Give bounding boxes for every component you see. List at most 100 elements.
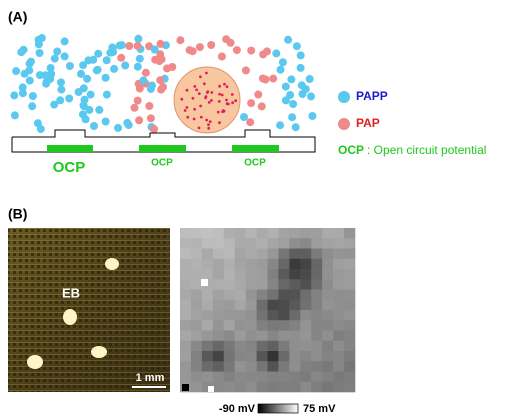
papp-molecule	[151, 46, 159, 54]
papp-molecule	[102, 74, 110, 82]
map-pixel	[333, 259, 344, 270]
particle	[63, 309, 77, 325]
map-pixel	[311, 279, 322, 290]
papp-molecule	[279, 58, 287, 66]
papp-molecule	[277, 66, 285, 74]
map-pixel	[257, 372, 268, 383]
map-pixel	[191, 228, 202, 239]
papp-molecule	[134, 63, 142, 71]
map-pixel	[322, 249, 333, 260]
map-pixel	[300, 259, 311, 270]
map-pixel	[289, 382, 300, 393]
map-pixel	[213, 320, 224, 331]
pap-molecule	[246, 118, 254, 126]
pap-molecule	[198, 92, 201, 95]
map-pixel	[311, 290, 322, 301]
papp-molecule	[297, 64, 305, 72]
map-pixel	[268, 259, 279, 270]
map-pixel	[333, 228, 344, 239]
map-pixel	[235, 279, 246, 290]
map-pixel	[191, 341, 202, 352]
map-pixel	[344, 310, 355, 321]
map-pixel	[235, 351, 246, 362]
map-pixel	[246, 382, 257, 393]
map-pixel	[311, 238, 322, 249]
map-pixel	[246, 249, 257, 260]
pap-molecule	[205, 119, 208, 122]
map-pixel	[322, 372, 333, 383]
map-pixel	[344, 341, 355, 352]
pap-molecule	[208, 101, 211, 104]
map-pixel	[202, 300, 213, 311]
pap-molecule	[218, 53, 226, 61]
map-pixel	[202, 351, 213, 362]
map-pixel	[344, 269, 355, 280]
map-pixel	[322, 228, 333, 239]
pap-molecule	[234, 99, 237, 102]
map-pixel	[333, 310, 344, 321]
pap-molecule	[135, 116, 143, 124]
map-pixel	[180, 341, 191, 352]
map-pixel	[322, 238, 333, 249]
map-pixel	[278, 331, 289, 342]
map-pixel	[311, 361, 322, 372]
map-pixel	[278, 341, 289, 352]
map-pixel	[213, 372, 224, 383]
papp-molecule	[103, 91, 111, 99]
papp-molecule	[298, 81, 306, 89]
pap-molecule	[199, 105, 202, 108]
map-pixel	[213, 361, 224, 372]
papp-molecule	[28, 102, 36, 110]
map-pixel	[268, 331, 279, 342]
pap-molecule	[203, 82, 206, 85]
map-pixel	[278, 249, 289, 260]
colorbar-min: -90 mV	[219, 403, 256, 415]
map-pixel	[180, 372, 191, 383]
map-pixel	[278, 259, 289, 270]
map-pixel	[322, 320, 333, 331]
map-pixel	[311, 320, 322, 331]
map-pixel	[311, 249, 322, 260]
map-pixel	[322, 300, 333, 311]
pap-molecule	[200, 116, 203, 119]
map-pixel	[344, 331, 355, 342]
map-pixel	[246, 300, 257, 311]
map-pixel	[300, 249, 311, 260]
pap-molecule	[192, 97, 195, 100]
pap-molecule	[193, 118, 196, 121]
papp-molecule	[79, 110, 87, 118]
map-pixel	[180, 279, 191, 290]
map-pixel	[333, 300, 344, 311]
map-pixel	[202, 372, 213, 383]
map-pixel	[311, 259, 322, 270]
map-pixel	[235, 290, 246, 301]
marker-label: EB	[62, 285, 80, 300]
papp-molecule	[286, 91, 294, 99]
map-pixel	[246, 238, 257, 249]
papp-molecule	[276, 121, 284, 129]
map-pixel	[333, 331, 344, 342]
papp-molecule	[289, 100, 297, 108]
map-pixel	[289, 310, 300, 321]
map-pixel	[191, 279, 202, 290]
pap-molecule	[142, 69, 150, 77]
map-pixel	[333, 279, 344, 290]
map-pixel	[180, 320, 191, 331]
papp-molecule	[47, 64, 55, 72]
map-pixel	[333, 238, 344, 249]
map-pixel	[180, 249, 191, 260]
map-pixel	[311, 372, 322, 383]
map-pixel	[322, 382, 333, 393]
map-pixel	[235, 249, 246, 260]
map-pixel	[322, 269, 333, 280]
legend-label: OCP: Open circuit potential	[338, 143, 486, 157]
papp-molecule	[61, 37, 69, 45]
electrode	[47, 145, 93, 152]
particle	[91, 346, 107, 358]
papp-molecule	[116, 42, 124, 50]
pap-molecule	[134, 97, 142, 105]
map-pixel	[213, 279, 224, 290]
pap-molecule	[218, 93, 221, 96]
map-pixel	[180, 351, 191, 362]
pap-molecule	[218, 85, 221, 88]
